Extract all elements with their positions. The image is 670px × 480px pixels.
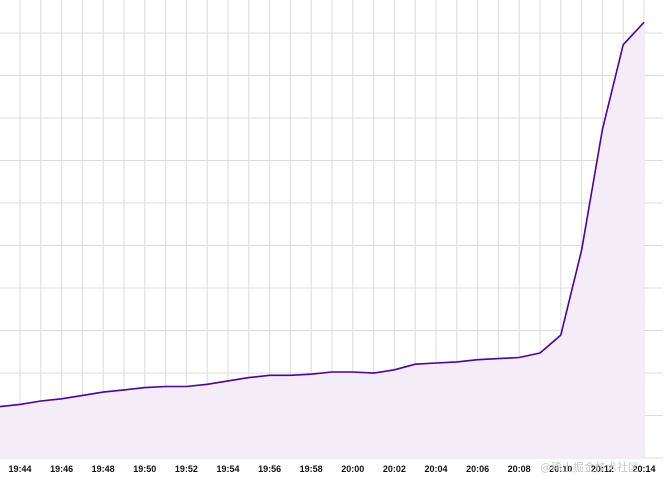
x-tick-label: 20:06 — [466, 464, 489, 474]
x-tick-label: 20:14 — [632, 464, 655, 474]
x-tick-label: 19:48 — [92, 464, 115, 474]
watermark-text: @稀土掘金技术社区 — [540, 460, 639, 474]
x-tick-label: 20:08 — [508, 464, 531, 474]
x-tick-label: 19:56 — [258, 464, 281, 474]
x-tick-label: 19:50 — [133, 464, 156, 474]
x-tick-label: 20:12 — [591, 464, 614, 474]
series-line — [0, 21, 645, 408]
x-tick-label: 19:52 — [175, 464, 198, 474]
x-tick-label: 19:46 — [50, 464, 73, 474]
x-tick-label: 20:04 — [424, 464, 447, 474]
x-tick-label: 19:54 — [216, 464, 239, 474]
x-tick-label: 20:02 — [383, 464, 406, 474]
x-tick-label: 19:44 — [8, 464, 31, 474]
series-area — [0, 22, 644, 458]
x-tick-label: 20:00 — [341, 464, 364, 474]
x-tick-label: 20:10 — [549, 464, 572, 474]
x-axis-tick-labels: 19:44 19:46 19:48 19:50 19:52 19:54 19:56 19:58… — [8, 464, 655, 474]
x-tick-label: 19:58 — [300, 464, 323, 474]
